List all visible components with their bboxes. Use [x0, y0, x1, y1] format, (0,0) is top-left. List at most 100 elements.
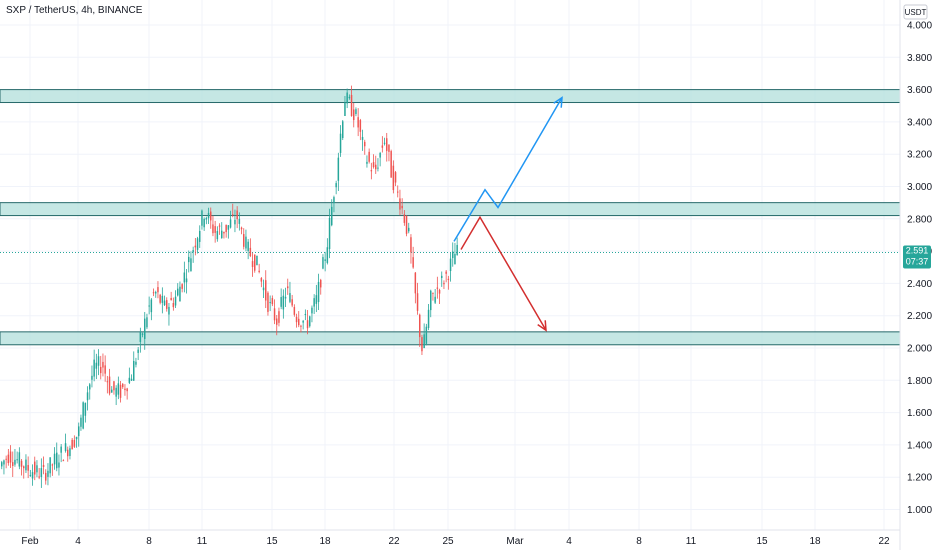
candle — [357, 108, 359, 137]
candle — [434, 288, 436, 305]
candle — [256, 255, 258, 266]
candle — [412, 246, 414, 269]
candle — [320, 278, 322, 295]
candle — [311, 305, 313, 323]
candle — [225, 224, 227, 238]
candle — [397, 185, 399, 198]
candle — [148, 296, 150, 315]
x-tick-label: 4 — [75, 536, 81, 547]
candle — [34, 456, 36, 481]
candle — [177, 283, 179, 297]
candle — [408, 222, 410, 234]
x-tick-label: 11 — [686, 536, 697, 547]
candle — [95, 353, 98, 380]
candle — [14, 449, 16, 467]
candle — [212, 215, 214, 237]
y-tick-label: 1.000 — [907, 505, 932, 516]
candle — [372, 154, 375, 169]
x-tick-label: 8 — [146, 536, 152, 547]
candle — [71, 437, 73, 450]
candle — [452, 242, 454, 267]
candle — [181, 283, 183, 293]
x-tick-label: 18 — [809, 536, 821, 547]
y-tick-label: 1.200 — [907, 473, 932, 484]
candle — [100, 355, 102, 380]
candle — [106, 375, 109, 394]
candle — [414, 271, 417, 304]
candle — [126, 387, 128, 400]
candle — [210, 207, 212, 229]
candle — [183, 261, 186, 293]
candle — [353, 102, 355, 128]
candle — [304, 309, 307, 321]
candle — [64, 433, 67, 453]
candle — [155, 290, 157, 298]
bearish-arrow[interactable] — [460, 215, 547, 332]
candle — [113, 380, 115, 395]
candle — [438, 288, 441, 305]
candle — [69, 445, 71, 460]
x-tick-label: 4 — [566, 536, 572, 547]
x-tick-label: 25 — [442, 536, 454, 547]
candle — [328, 208, 331, 259]
candle — [1, 460, 3, 470]
candle — [216, 226, 219, 242]
candle — [267, 291, 269, 316]
y-tick-label: 2.800 — [907, 214, 932, 225]
candle — [29, 469, 32, 477]
candle — [82, 401, 84, 430]
candle — [337, 152, 340, 192]
candle — [214, 220, 216, 243]
candle — [293, 304, 296, 317]
candle — [135, 357, 137, 368]
candle — [427, 303, 430, 331]
candle — [445, 270, 447, 283]
candle — [425, 323, 428, 346]
candle — [300, 324, 302, 333]
candle — [9, 445, 12, 469]
candle — [405, 215, 408, 237]
candle — [377, 158, 379, 172]
candle — [392, 160, 395, 194]
candle — [42, 456, 45, 475]
bullish-arrow[interactable] — [453, 96, 563, 242]
candle — [309, 315, 311, 328]
price-zone[interactable] — [0, 89, 901, 104]
candle — [306, 309, 309, 335]
candle — [333, 195, 335, 213]
candle — [12, 451, 14, 477]
candle — [192, 246, 194, 263]
candle — [403, 210, 406, 226]
candle — [170, 291, 172, 301]
candle — [16, 451, 18, 464]
grid — [0, 0, 900, 530]
candle — [295, 313, 298, 328]
candle — [302, 319, 304, 330]
candle — [227, 225, 230, 239]
candle — [262, 279, 265, 299]
candle — [31, 464, 34, 486]
time-axis[interactable]: Feb 4 8 11 15 18 22 25 Mar 4 8 11 15 18 22 — [21, 536, 890, 547]
candle — [291, 294, 293, 308]
candle — [366, 155, 368, 168]
price-zone[interactable] — [0, 202, 901, 217]
candle — [5, 455, 7, 469]
currency-button[interactable]: USDT — [903, 4, 928, 20]
candle — [58, 454, 60, 476]
candles — [1, 85, 458, 488]
candle — [111, 386, 113, 393]
price-zone[interactable] — [0, 331, 901, 346]
candle — [348, 94, 351, 100]
x-tick-label: 11 — [197, 536, 208, 547]
candle — [441, 271, 443, 287]
candle — [331, 199, 333, 227]
candle — [229, 210, 232, 229]
candle — [128, 367, 131, 385]
candle — [232, 203, 234, 218]
candle — [454, 242, 456, 265]
candle — [273, 299, 276, 325]
y-tick-label: 1.400 — [907, 440, 932, 451]
chart-title: SXP / TetherUS, 4h, BINANCE — [6, 5, 143, 16]
candle — [342, 119, 344, 141]
